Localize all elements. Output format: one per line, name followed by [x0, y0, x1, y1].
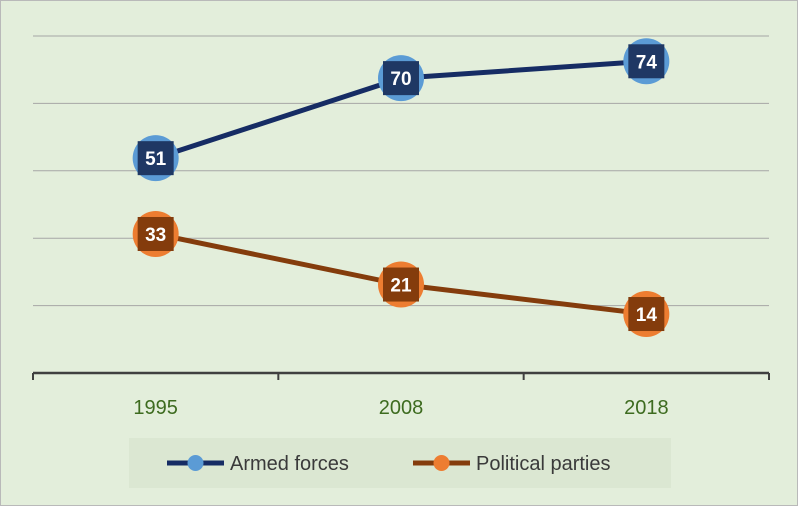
x-tick-label: 1995	[133, 397, 178, 419]
data-label: 21	[390, 276, 412, 297]
data-label-box	[628, 44, 665, 79]
legend-label: Political parties	[476, 453, 611, 475]
legend-entry: Political parties	[413, 453, 611, 475]
data-label-box	[383, 267, 419, 302]
series-political-parties: 33 21 14	[132, 210, 670, 338]
data-label-box	[628, 297, 665, 332]
data-label: 33	[145, 225, 166, 246]
data-label: 14	[636, 305, 658, 326]
x-axis: 1995 2008 2018	[32, 371, 770, 419]
legend: Armed forces Political parties	[129, 438, 671, 488]
x-tick-label: 2008	[379, 397, 424, 419]
data-label: 51	[145, 149, 167, 170]
data-label-box	[383, 61, 419, 96]
data-label-box	[137, 141, 174, 176]
series-armed-forces: 51 70 74	[132, 38, 670, 182]
data-label: 70	[390, 69, 411, 90]
x-tick-label: 2018	[624, 397, 669, 419]
legend-marker-swatch	[187, 455, 204, 471]
legend-label: Armed forces	[230, 453, 349, 475]
data-label: 74	[636, 52, 658, 73]
legend-entry: Armed forces	[167, 453, 349, 475]
series-layer: 51 70 74 33 21 14	[132, 38, 670, 338]
legend-marker-swatch	[433, 455, 450, 471]
data-label-box	[137, 216, 174, 251]
